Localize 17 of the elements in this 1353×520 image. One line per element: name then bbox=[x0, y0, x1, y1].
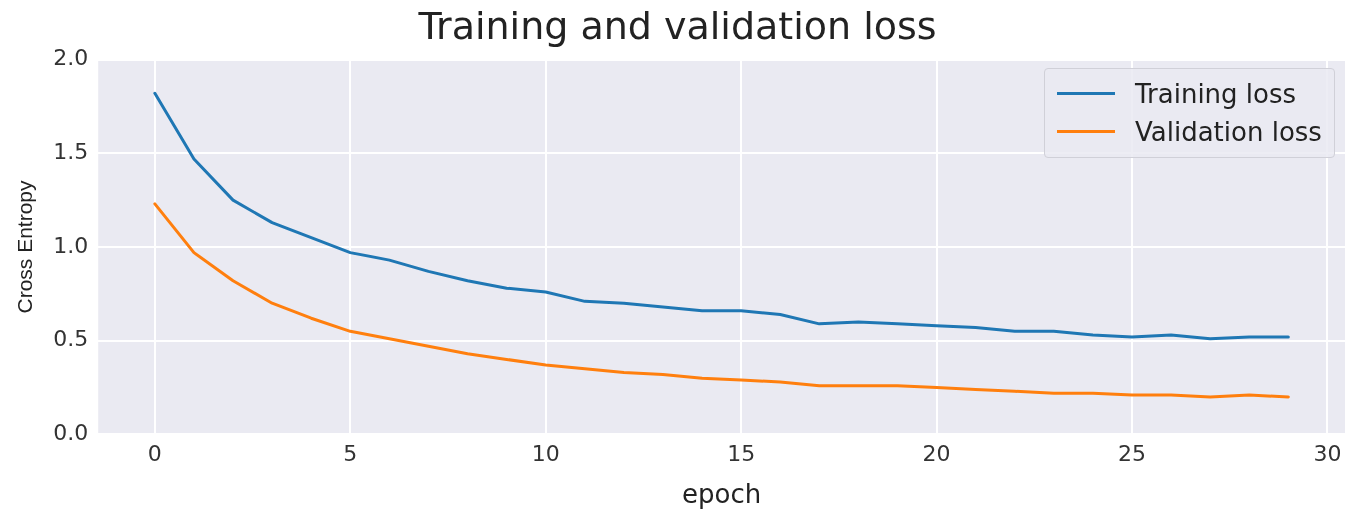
x-axis-title: epoch bbox=[682, 479, 762, 510]
x-tick-label: 20 bbox=[922, 441, 951, 467]
y-axis-title: Cross Entropy bbox=[13, 179, 37, 314]
x-tick-label: 5 bbox=[343, 441, 358, 467]
y-tick-label: 0.5 bbox=[53, 326, 89, 352]
x-tick-label: 30 bbox=[1313, 441, 1342, 467]
y-tick-label: 1.0 bbox=[53, 232, 89, 258]
y-tick-label: 0.0 bbox=[53, 420, 89, 446]
x-tick-label: 0 bbox=[147, 441, 162, 467]
y-tick-label: 1.5 bbox=[53, 139, 89, 165]
chart-title: Training and validation loss bbox=[417, 3, 937, 48]
x-tick-label: 15 bbox=[727, 441, 756, 467]
legend-label: Training loss bbox=[1135, 77, 1297, 111]
x-tick-label: 25 bbox=[1117, 441, 1146, 467]
legend-label: Validation loss bbox=[1135, 115, 1322, 149]
x-tick-label: 10 bbox=[531, 441, 560, 467]
y-tick-label: 2.0 bbox=[53, 45, 89, 71]
